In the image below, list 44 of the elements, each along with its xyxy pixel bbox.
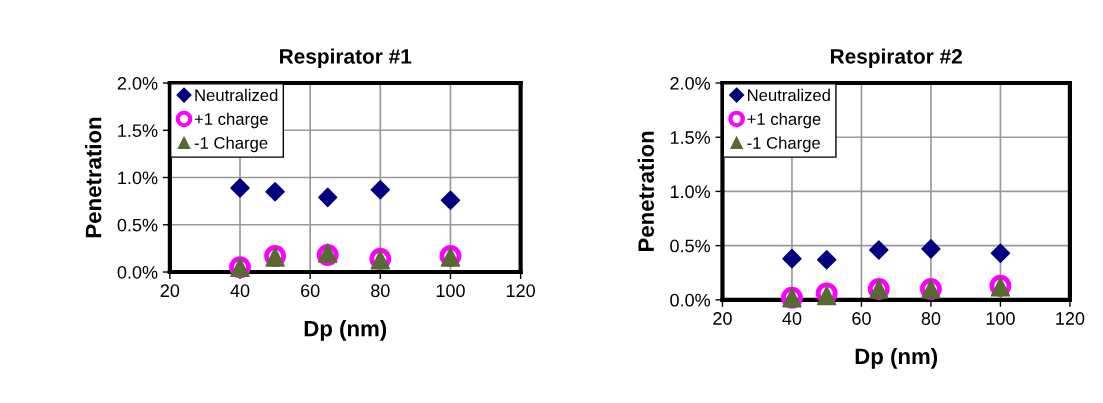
x-tick-label: 80 xyxy=(921,312,941,325)
y-tick-label: 2.0% xyxy=(117,76,158,90)
x-tick-label: 120 xyxy=(506,284,535,298)
point xyxy=(782,248,802,269)
point xyxy=(990,243,1011,263)
y-tick-label: 1.0% xyxy=(670,185,711,199)
y-axis-title: Penetration xyxy=(637,131,654,252)
point xyxy=(370,180,391,200)
legend-label: +1 charge xyxy=(747,112,821,129)
y-tick-label: 0.0% xyxy=(670,293,711,307)
y-tick-label: 1.5% xyxy=(118,124,158,137)
x-axis-title: Dp (nm) xyxy=(304,320,387,341)
chart-title: Respirator #1 xyxy=(280,48,412,68)
y-axis-title: Penetration xyxy=(85,117,102,238)
point xyxy=(869,240,889,260)
point xyxy=(230,178,250,198)
x-tick-label: 20 xyxy=(713,312,732,325)
legend-label: -1 Charge xyxy=(747,136,820,153)
point xyxy=(440,190,461,210)
x-tick-label: 100 xyxy=(436,284,465,298)
chart-title: Respirator #2 xyxy=(831,48,962,68)
x-tick-label: 60 xyxy=(301,284,320,298)
legend-label: Neutralized xyxy=(195,88,278,102)
legend-label: +1 charge xyxy=(194,112,268,129)
y-tick-label: 0.0% xyxy=(117,265,158,279)
x-tick-label: 40 xyxy=(230,284,250,298)
point xyxy=(921,239,941,259)
point xyxy=(816,249,837,270)
y-tick-label: 1.0% xyxy=(118,171,158,185)
x-tick-label: 20 xyxy=(160,284,180,298)
y-tick-label: 0.5% xyxy=(117,218,158,232)
x-axis-title: Dp (nm) xyxy=(855,347,938,369)
x-tick-label: 40 xyxy=(782,312,802,325)
x-tick-label: 80 xyxy=(371,284,390,298)
x-tick-label: 60 xyxy=(852,312,871,325)
legend-label: -1 Charge xyxy=(194,136,268,153)
legend-label: Neutralized xyxy=(748,88,830,102)
y-tick-label: 0.5% xyxy=(670,239,711,253)
y-tick-label: 1.5% xyxy=(670,131,711,144)
x-tick-label: 100 xyxy=(986,312,1015,325)
y-tick-label: 2.0% xyxy=(670,76,711,90)
x-tick-label: 120 xyxy=(1056,312,1085,325)
point xyxy=(317,187,338,208)
point xyxy=(265,181,285,202)
